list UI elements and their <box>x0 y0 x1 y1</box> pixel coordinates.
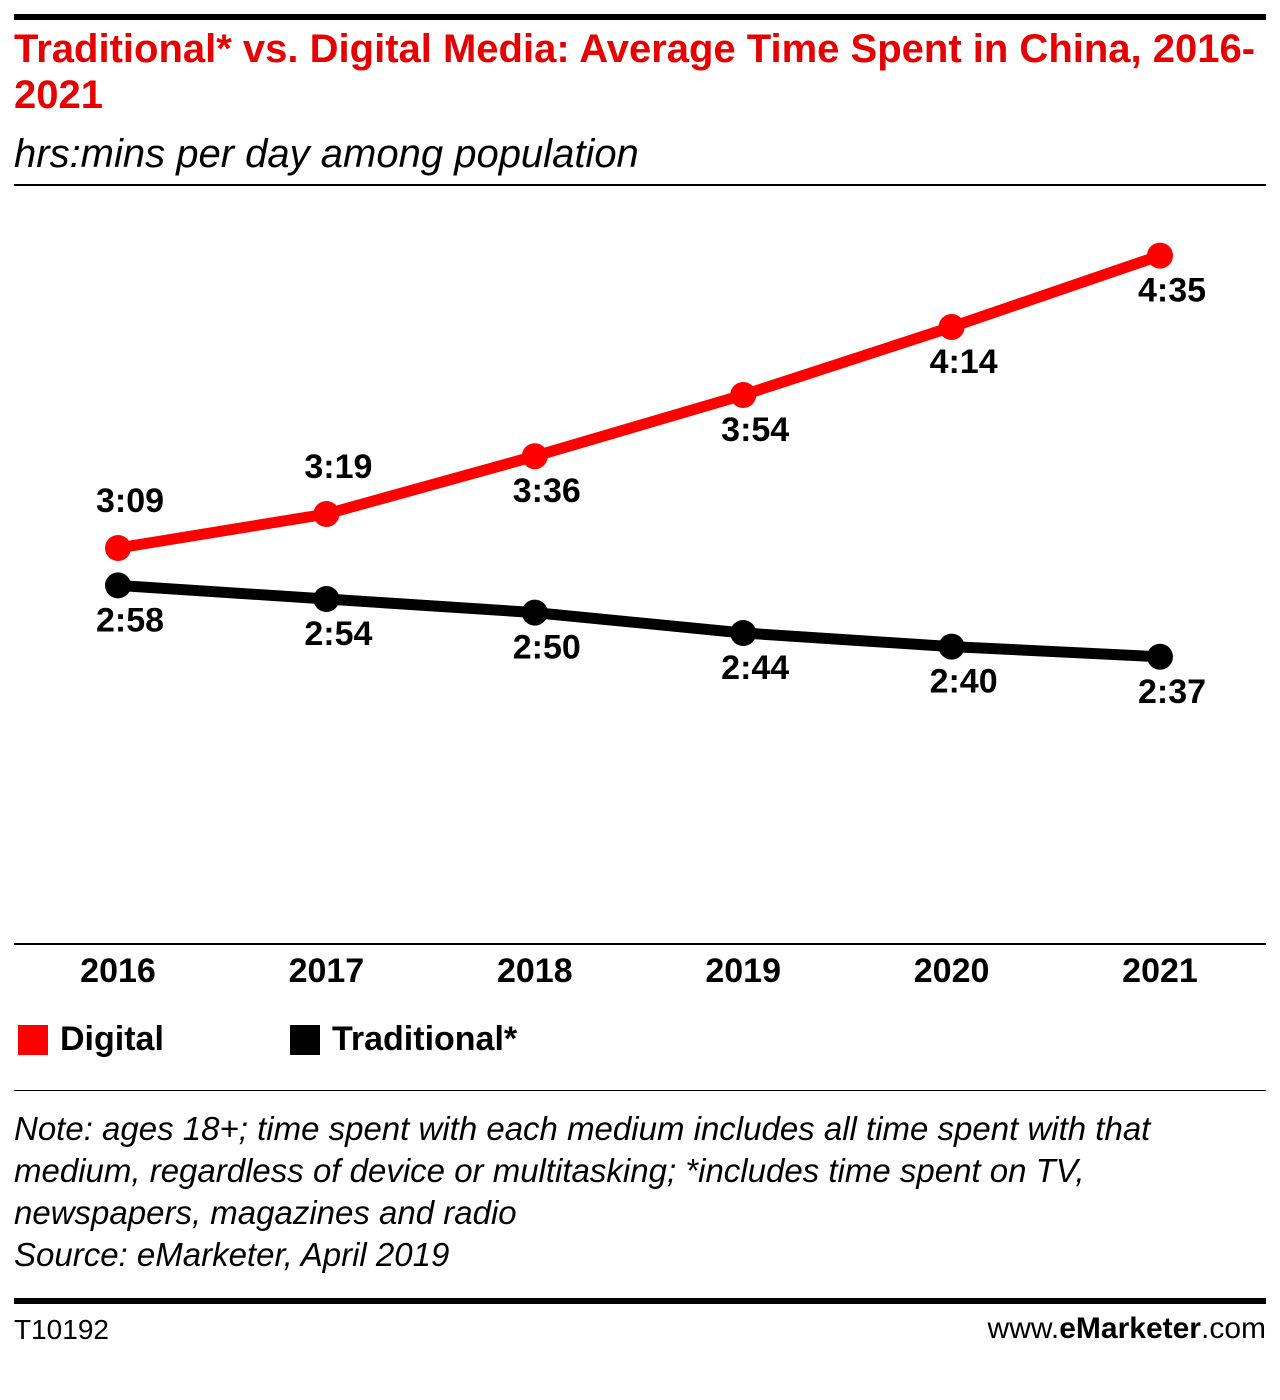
chart-subtitle: hrs:mins per day among population <box>14 132 639 176</box>
point-traditional-2021 <box>1147 643 1173 670</box>
brand-suffix: .com <box>1200 1312 1266 1345</box>
point-traditional-2019 <box>730 620 757 646</box>
data-label-traditional-2016: 2:58 <box>96 601 164 639</box>
x-tick-2020: 2020 <box>913 952 990 990</box>
brand-prefix: www. <box>987 1312 1060 1345</box>
point-digital-2016 <box>105 535 131 561</box>
data-label-traditional-2017: 2:54 <box>304 615 372 653</box>
x-tick-2018: 2018 <box>496 952 573 990</box>
data-label-traditional-2018: 2:50 <box>513 629 581 667</box>
point-digital-2017 <box>313 501 340 527</box>
chart-id: T10192 <box>14 1314 109 1345</box>
x-tick-2021: 2021 <box>1122 952 1198 990</box>
legend-label-traditional: Traditional* <box>332 1020 518 1058</box>
point-traditional-2016 <box>105 572 131 599</box>
legend-swatch-digital <box>18 1024 48 1055</box>
x-tick-2017: 2017 <box>288 952 365 990</box>
chart-title: Traditional* vs. Digital Media: Average … <box>14 27 1256 117</box>
legend-swatch-traditional <box>290 1024 320 1055</box>
data-label-traditional-2019: 2:44 <box>721 649 789 687</box>
point-digital-2021 <box>1147 242 1173 269</box>
data-label-digital-2016: 3:09 <box>96 482 164 520</box>
x-tick-2019: 2019 <box>705 952 781 990</box>
note-text: Note: ages 18+; time spent with each med… <box>14 1110 1151 1231</box>
chart-note: Note: ages 18+; time spent with each med… <box>14 1108 1264 1276</box>
data-label-traditional-2020: 2:40 <box>930 663 998 701</box>
point-traditional-2018 <box>521 599 548 626</box>
source-text: Source: eMarketer, April 2019 <box>14 1236 450 1273</box>
brand-name: eMarketer <box>1059 1312 1201 1345</box>
point-digital-2020 <box>938 314 965 340</box>
data-label-digital-2020: 4:14 <box>930 343 998 381</box>
legend-item-digital: Digital <box>18 1020 164 1059</box>
note-rule <box>14 1090 1266 1091</box>
point-traditional-2020 <box>938 633 965 660</box>
data-label-traditional-2021: 2:37 <box>1138 673 1206 711</box>
point-digital-2018 <box>521 443 548 470</box>
data-label-digital-2017: 3:19 <box>304 448 372 486</box>
point-traditional-2017 <box>313 586 340 612</box>
data-label-digital-2019: 3:54 <box>721 411 789 449</box>
legend-item-traditional: Traditional* <box>290 1020 517 1059</box>
brand-url[interactable]: www.eMarketer.com <box>988 1312 1266 1346</box>
x-axis-line <box>14 943 1266 945</box>
point-digital-2019 <box>730 382 757 408</box>
x-tick-2016: 2016 <box>80 952 156 990</box>
bottom-rule <box>14 1298 1266 1304</box>
legend-label-digital: Digital <box>60 1020 164 1058</box>
top-rule <box>14 14 1266 20</box>
subtitle-rule <box>14 184 1266 186</box>
series-line-traditional <box>117 579 1161 663</box>
data-label-digital-2021: 4:35 <box>1138 272 1206 310</box>
series-line-digital <box>117 250 1162 554</box>
data-label-digital-2018: 3:36 <box>513 472 581 510</box>
